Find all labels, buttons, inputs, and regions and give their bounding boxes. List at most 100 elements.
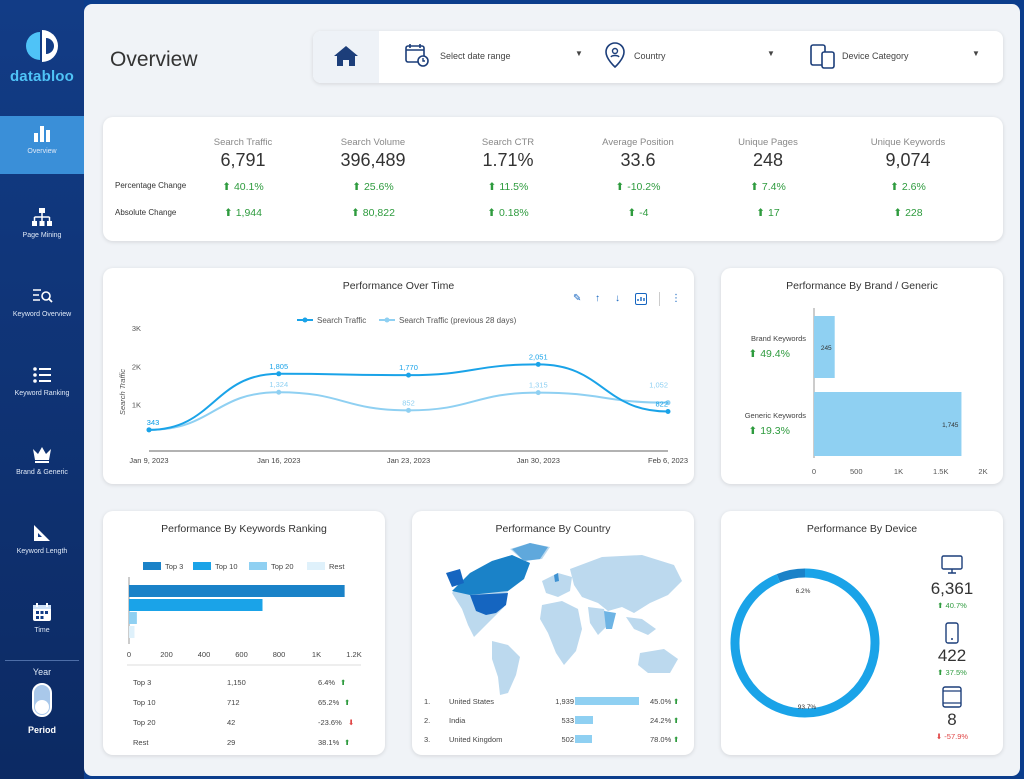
- kpi-value: 396,489: [340, 150, 406, 170]
- data-label: 2,051: [529, 352, 548, 361]
- device-value: 6,361: [930, 579, 974, 598]
- country-row[interactable]: 1. United States 1,939 45.0% ⬆: [412, 695, 694, 709]
- main-panel: Overview Select date range ▼ Country ▼ D…: [84, 4, 1020, 776]
- row-value: 42: [227, 718, 235, 727]
- edit-icon[interactable]: ✎: [573, 293, 582, 304]
- device-category-select[interactable]: Device Category ▼: [810, 43, 990, 71]
- kpi-percentage-change: ⬆ -10.2%: [615, 181, 661, 193]
- sort-ascending-icon[interactable]: ↑: [595, 293, 600, 304]
- home-icon: [334, 46, 358, 66]
- country-rank: 2.: [424, 716, 431, 725]
- data-point: [535, 390, 541, 396]
- sidebar: databloo Overview Page Mining Keyword Ov…: [0, 0, 84, 779]
- country-rank: 3.: [424, 735, 431, 744]
- device-category-label: Device Category: [842, 51, 909, 61]
- y-tick-label: 2K: [132, 362, 141, 371]
- category-label: Brand Keywords: [751, 334, 806, 343]
- databloo-logo-icon: [26, 30, 58, 62]
- country-trend-arrow: ⬆: [673, 697, 680, 706]
- country-rank: 1.: [424, 697, 431, 706]
- bar-chart-icon: [34, 126, 50, 142]
- data-point: [276, 371, 282, 377]
- category-change: ⬆ 19.3%: [749, 425, 791, 437]
- kpi-label: Search Traffic: [213, 137, 273, 148]
- kpi-absolute-change: ⬆ 0.18%: [487, 207, 529, 219]
- date-range-label: Select date range: [440, 51, 511, 61]
- data-label: 852: [402, 398, 415, 407]
- country-select[interactable]: Country ▼: [604, 42, 784, 71]
- legend-swatch: [307, 562, 325, 570]
- row-trend-arrow: ⬇: [348, 718, 354, 727]
- keywords-ranking-chart: Top 3 Top 10 Top 20 Rest 0 200 400 600 800 1K 1.2K…: [127, 562, 362, 747]
- date-range-select[interactable]: Select date range ▼: [405, 43, 585, 71]
- data-point: [146, 427, 152, 433]
- kpi-card: Search CTR 1.71% ⬆ 11.5% ⬆ 0.18%: [448, 117, 568, 241]
- kpi-label: Search Volume: [340, 137, 406, 148]
- x-tick-label: Jan 30, 2023: [517, 456, 560, 465]
- legend-swatch: [249, 562, 267, 570]
- chart-legend: Search Traffic Search Traffic (previous 2…: [297, 316, 517, 325]
- data-label: 1,770: [399, 363, 418, 372]
- more-options-icon[interactable]: ⋮: [671, 293, 681, 304]
- x-tick-label: 1K: [894, 467, 903, 476]
- sidebar-item-label: Keyword Overview: [12, 311, 72, 318]
- country-row[interactable]: 3. United Kingdom 502 78.0% ⬆: [412, 733, 694, 747]
- toggle-period-label: Period: [27, 725, 56, 735]
- sidebar-item-keyword-ranking[interactable]: Keyword Ranking: [0, 358, 84, 416]
- legend-swatch: [143, 562, 161, 570]
- device-value: 8: [947, 710, 957, 729]
- explore-chart-icon[interactable]: [635, 293, 647, 305]
- country-change: 45.0%: [650, 697, 672, 706]
- bar-value-label: 245: [821, 345, 832, 352]
- donut-slice: [776, 568, 806, 583]
- mobile-icon: [917, 622, 987, 644]
- chart-title: Performance By Country: [495, 523, 611, 535]
- sort-descending-icon[interactable]: ↓: [615, 293, 620, 304]
- data-label: 1,315: [529, 381, 548, 390]
- sidebar-item-time[interactable]: Time: [0, 595, 84, 653]
- kpi-absolute-change: ⬆ 1,944: [224, 207, 262, 219]
- device-card: Performance By Device 6.2% 93.7% 6,361 ⬆ 4…: [721, 511, 1003, 755]
- legend-label: Search Traffic: [317, 316, 366, 325]
- legend-label: Rest: [329, 562, 345, 571]
- country-row[interactable]: 2. India 533 24.2% ⬆: [412, 714, 694, 728]
- period-toggle-group: Year Period: [0, 660, 84, 779]
- kpi-percentage-change: ⬆ 7.4%: [750, 181, 786, 193]
- kpi-absolute-change: ⬆ -4: [627, 207, 649, 219]
- filter-bar: Select date range ▼ Country ▼ Device Cat…: [313, 31, 1003, 83]
- kpi-value: 33.6: [620, 150, 656, 170]
- sidebar-item-overview[interactable]: Overview: [0, 116, 84, 174]
- crown-icon: [33, 447, 51, 463]
- map-canada: [452, 555, 530, 595]
- country-name: India: [449, 716, 466, 725]
- sidebar-item-brand-generic[interactable]: Brand & Generic: [0, 437, 84, 495]
- country-value: 533: [561, 716, 574, 725]
- x-tick-label: Jan 23, 2023: [387, 456, 430, 465]
- device-change: ⬆ 37.5%: [937, 668, 967, 677]
- row-value: 1,150: [227, 678, 246, 687]
- toggle-year-label: Year: [32, 667, 52, 677]
- sidebar-item-page-mining[interactable]: Page Mining: [0, 200, 84, 258]
- row-trend-arrow: ⬆: [340, 678, 346, 687]
- logo[interactable]: databloo: [0, 28, 84, 85]
- sidebar-item-keyword-length[interactable]: Keyword Length: [0, 516, 84, 574]
- map-alaska: [446, 569, 464, 587]
- performance-over-time-chart: Search Traffic Search Traffic (previous 2…: [118, 316, 688, 465]
- x-tick-label: 2K: [978, 467, 987, 476]
- country-value-bar: [575, 697, 639, 705]
- chart-title: Performance By Device: [806, 523, 918, 535]
- period-toggle[interactable]: [32, 683, 52, 717]
- home-button[interactable]: [313, 31, 379, 83]
- sidebar-item-keyword-overview[interactable]: Keyword Overview: [0, 279, 84, 337]
- kpi-scorecard: Percentage Change Absolute Change Search…: [103, 117, 1003, 241]
- sidebar-item-label: Keyword Ranking: [14, 390, 70, 397]
- chart-legend: Top 3 Top 10 Top 20 Rest: [143, 562, 345, 571]
- row-change: 65.2%: [318, 698, 340, 707]
- device-stat: 422 ⬆ 37.5%: [917, 622, 987, 688]
- legend-label: Top 10: [215, 562, 238, 571]
- world-map: [446, 543, 682, 695]
- devices-icon: [810, 44, 835, 69]
- map-united-states: [470, 593, 508, 615]
- map-united-kingdom: [554, 573, 559, 582]
- keywords-ranking-card: Performance By Keywords Ranking Top 3 Top…: [103, 511, 385, 755]
